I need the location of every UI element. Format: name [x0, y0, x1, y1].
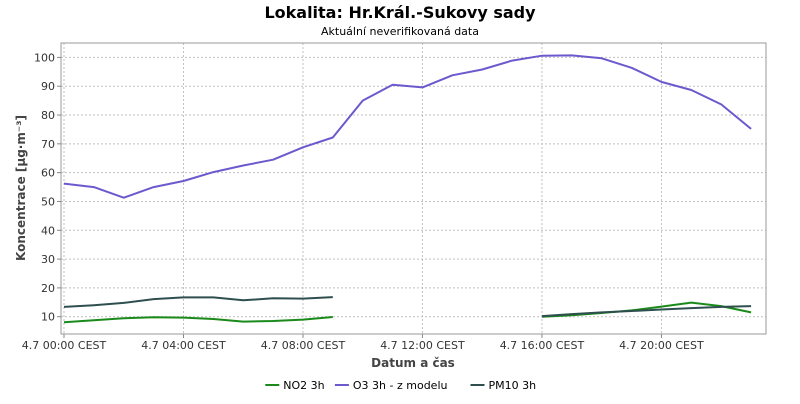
- y-tick-label: 80: [41, 109, 55, 122]
- y-tick-label: 70: [41, 138, 55, 151]
- y-tick-label: 50: [41, 195, 55, 208]
- legend-item-label: NO2 3h: [283, 379, 324, 392]
- series-lines: [63, 54, 752, 324]
- x-axis-label: Datum a čas: [371, 356, 455, 370]
- y-tick-label: 100: [34, 51, 55, 64]
- legend: NO2 3h O3 3h - z modelu PM10 3h: [265, 379, 536, 392]
- x-tick-label: 4.7 12:00 CEST: [380, 339, 465, 352]
- y-tick-label: 90: [41, 80, 55, 93]
- legend-item-label: PM10 3h: [489, 379, 537, 392]
- x-tick-label: 4.7 00:00 CEST: [22, 339, 107, 352]
- chart-title: Lokalita: Hr.Král.-Sukovy sady: [264, 3, 536, 22]
- y-axis-label: Koncentrace [µg·m⁻³]: [14, 115, 28, 261]
- x-tick-label: 4.7 04:00 CEST: [141, 339, 226, 352]
- grid: [61, 43, 766, 334]
- y-tick-label: 20: [41, 282, 55, 295]
- x-tick-label: 4.7 20:00 CEST: [619, 339, 704, 352]
- y-tick-label: 40: [41, 224, 55, 237]
- plot-area: [60, 42, 767, 335]
- y-tick-label: 30: [41, 253, 55, 266]
- series-line-pm10-3h: [63, 296, 752, 318]
- y-tick-label: 10: [41, 311, 55, 324]
- x-tick-label: 4.7 08:00 CEST: [261, 339, 346, 352]
- legend-item-label: O3 3h - z modelu: [353, 379, 448, 392]
- axis-ticks: 10 20 30 40 50 60 70 80 90 100 4.7 00:00 CEST 4.7 0…: [22, 51, 704, 352]
- x-tick-label: 4.7 16:00 CEST: [500, 339, 585, 352]
- y-tick-label: 60: [41, 167, 55, 180]
- chart-subtitle: Aktuální neverifikovaná data: [321, 25, 479, 38]
- series-line-o3-3h-z-modelu: [63, 54, 752, 199]
- series-line-no2-3h: [63, 301, 752, 324]
